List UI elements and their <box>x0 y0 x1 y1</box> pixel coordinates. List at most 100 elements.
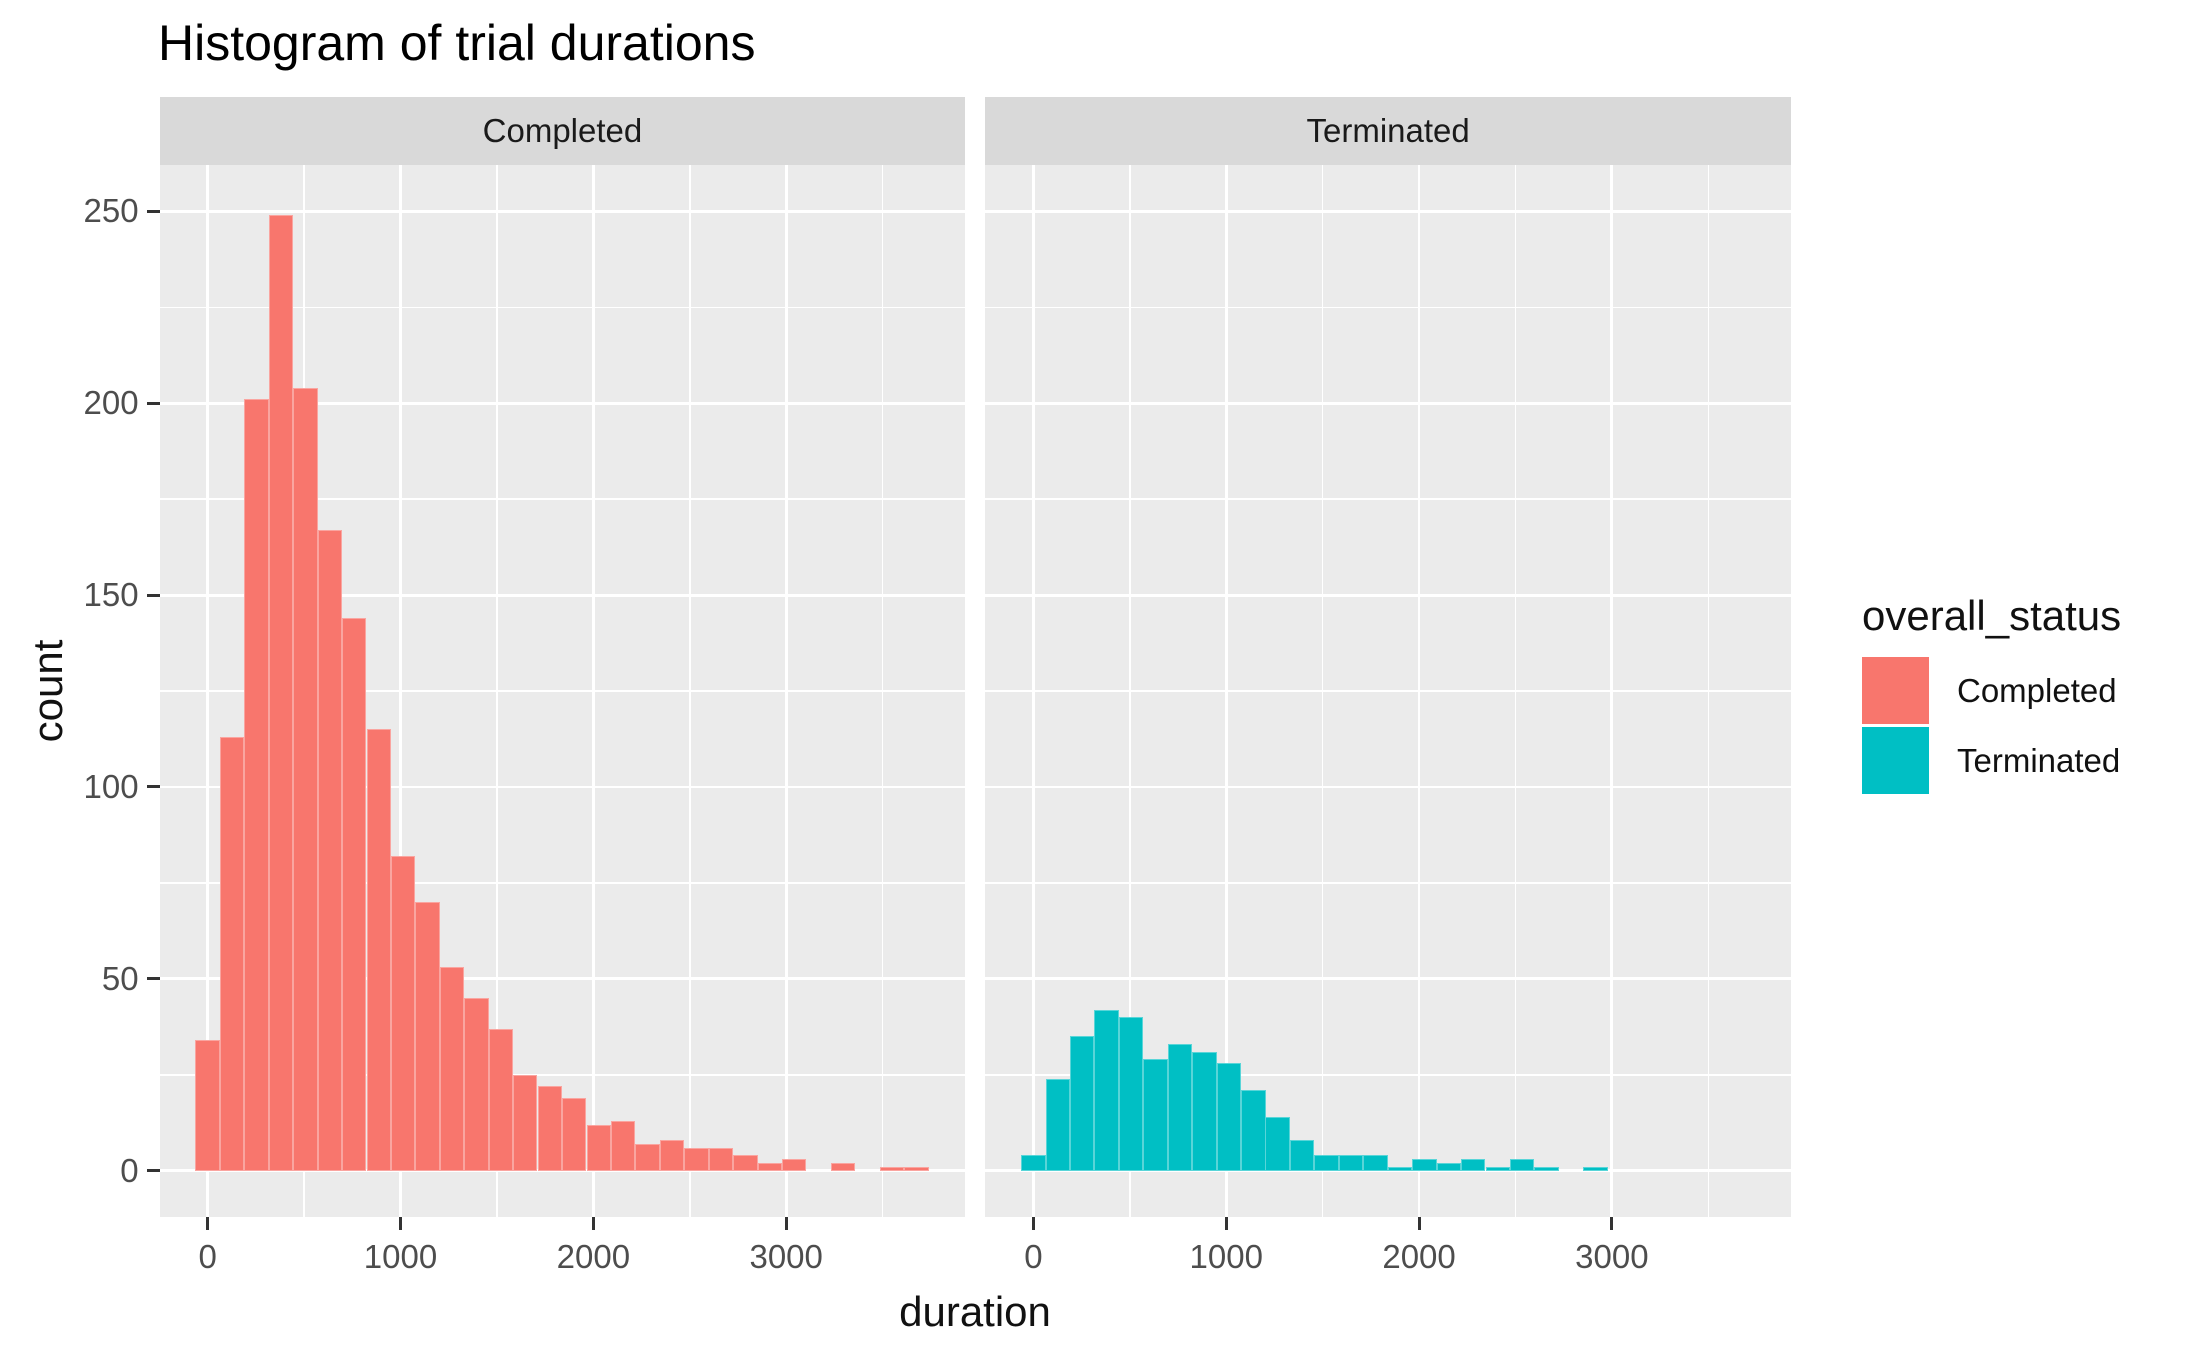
x-axis-tick-label: 1000 <box>1189 1237 1263 1275</box>
y-axis-tick-label: 100 <box>83 767 139 805</box>
y-axis-tick-mark <box>146 593 160 597</box>
y-axis-tick-label: 50 <box>101 959 139 997</box>
histogram-bar <box>635 1143 660 1171</box>
x-axis-title: duration <box>899 1288 1051 1335</box>
x-major-gridline <box>1224 165 1228 1217</box>
histogram-bar <box>1583 1166 1608 1171</box>
histogram-bar <box>879 1166 905 1171</box>
plot-title: Histogram of trial durations <box>158 15 756 71</box>
histogram-bar <box>684 1147 709 1171</box>
x-axis-tick-label: 0 <box>1024 1237 1043 1275</box>
legend-key-completed <box>1862 657 1929 724</box>
y-major-gridline <box>985 210 1791 213</box>
legend-label-completed: Completed <box>1957 671 2117 709</box>
x-major-gridline <box>591 165 595 1217</box>
histogram-bar <box>1436 1163 1461 1171</box>
x-axis-tick-label: 3000 <box>1575 1237 1649 1275</box>
histogram-bar <box>1509 1159 1535 1171</box>
y-minor-gridline <box>985 498 1791 500</box>
y-axis-tick-mark <box>146 977 160 981</box>
x-axis-tick-mark <box>399 1216 403 1230</box>
y-minor-gridline <box>985 1074 1791 1076</box>
histogram-bar <box>1338 1155 1364 1171</box>
x-major-gridline <box>784 165 788 1217</box>
y-major-gridline <box>985 593 1791 597</box>
histogram-bar <box>195 1040 220 1171</box>
histogram-bar <box>293 387 318 1171</box>
x-axis-tick-label: 2000 <box>556 1237 631 1275</box>
x-major-gridline <box>1031 165 1035 1217</box>
histogram-bar <box>1045 1078 1071 1171</box>
x-axis-tick-mark <box>591 1216 595 1230</box>
histogram-bar <box>1069 1036 1095 1171</box>
x-axis-tick-label: 2000 <box>1382 1237 1456 1275</box>
y-minor-gridline <box>985 882 1791 884</box>
x-axis-tick-label: 1000 <box>363 1237 438 1275</box>
y-major-gridline <box>985 401 1791 405</box>
y-minor-gridline <box>159 882 966 884</box>
y-major-gridline <box>159 401 966 405</box>
y-axis-tick-mark <box>146 401 160 405</box>
histogram-bar <box>1216 1063 1242 1171</box>
y-minor-gridline <box>985 690 1791 692</box>
histogram-bar <box>1534 1166 1559 1171</box>
y-minor-gridline <box>159 306 966 309</box>
histogram-bar <box>244 399 269 1171</box>
y-axis-tick-mark <box>146 1169 160 1173</box>
y-major-gridline <box>159 1169 966 1173</box>
legend-key-terminated <box>1862 727 1929 794</box>
histogram-bar <box>757 1163 782 1171</box>
facet-strip-label: Completed <box>482 111 643 149</box>
histogram-bar <box>513 1074 538 1171</box>
x-axis-tick-mark <box>1610 1216 1614 1230</box>
histogram-bar <box>610 1120 636 1171</box>
y-major-gridline <box>985 785 1791 789</box>
legend-label-terminated: Terminated <box>1957 741 2121 779</box>
y-minor-gridline <box>159 1074 966 1076</box>
histogram-bar <box>268 215 294 1171</box>
histogram-bar <box>390 856 416 1171</box>
histogram-bar <box>317 529 343 1171</box>
histogram-bar <box>1241 1090 1266 1171</box>
x-major-gridline <box>1417 165 1421 1217</box>
y-axis-tick-label: 250 <box>83 192 139 230</box>
histogram-bar <box>1363 1155 1388 1171</box>
histogram-bar <box>1094 1009 1119 1171</box>
facet-panel-completed <box>159 165 966 1217</box>
facet-strip-terminated: Terminated <box>985 96 1791 165</box>
histogram-bar <box>781 1159 807 1171</box>
histogram-bar <box>537 1086 562 1171</box>
x-major-gridline <box>1610 165 1614 1217</box>
x-axis-tick-label: 0 <box>198 1237 217 1275</box>
histogram-bar <box>1387 1166 1413 1171</box>
y-axis-tick-label: 0 <box>120 1151 139 1189</box>
y-major-gridline <box>159 593 966 597</box>
histogram-bar <box>1461 1159 1486 1171</box>
y-axis-title: count <box>24 639 71 743</box>
histogram-bar <box>1143 1059 1168 1171</box>
legend-title: overall_status <box>1862 592 2122 639</box>
histogram-bar <box>708 1147 733 1171</box>
histogram-bar <box>488 1028 514 1171</box>
x-axis-tick-label: 3000 <box>749 1237 823 1275</box>
histogram-bar <box>464 998 489 1171</box>
histogram-bar <box>1192 1051 1217 1171</box>
histogram-bar <box>1265 1116 1290 1171</box>
histogram-bar <box>1485 1166 1510 1171</box>
x-axis-tick-mark <box>1031 1216 1035 1230</box>
x-major-gridline <box>399 165 402 1217</box>
y-axis-tick-mark <box>146 785 160 789</box>
x-axis-tick-mark <box>784 1216 788 1230</box>
histogram-bar <box>219 737 245 1171</box>
histogram-bar <box>439 967 465 1171</box>
histogram-bar <box>1289 1139 1315 1171</box>
y-axis-tick-label: 150 <box>83 576 139 614</box>
x-major-gridline <box>206 165 210 1217</box>
histogram-bar <box>1167 1044 1193 1171</box>
x-axis-tick-mark <box>206 1216 210 1230</box>
histogram-bar <box>562 1097 587 1171</box>
histogram-bar <box>1021 1155 1046 1171</box>
